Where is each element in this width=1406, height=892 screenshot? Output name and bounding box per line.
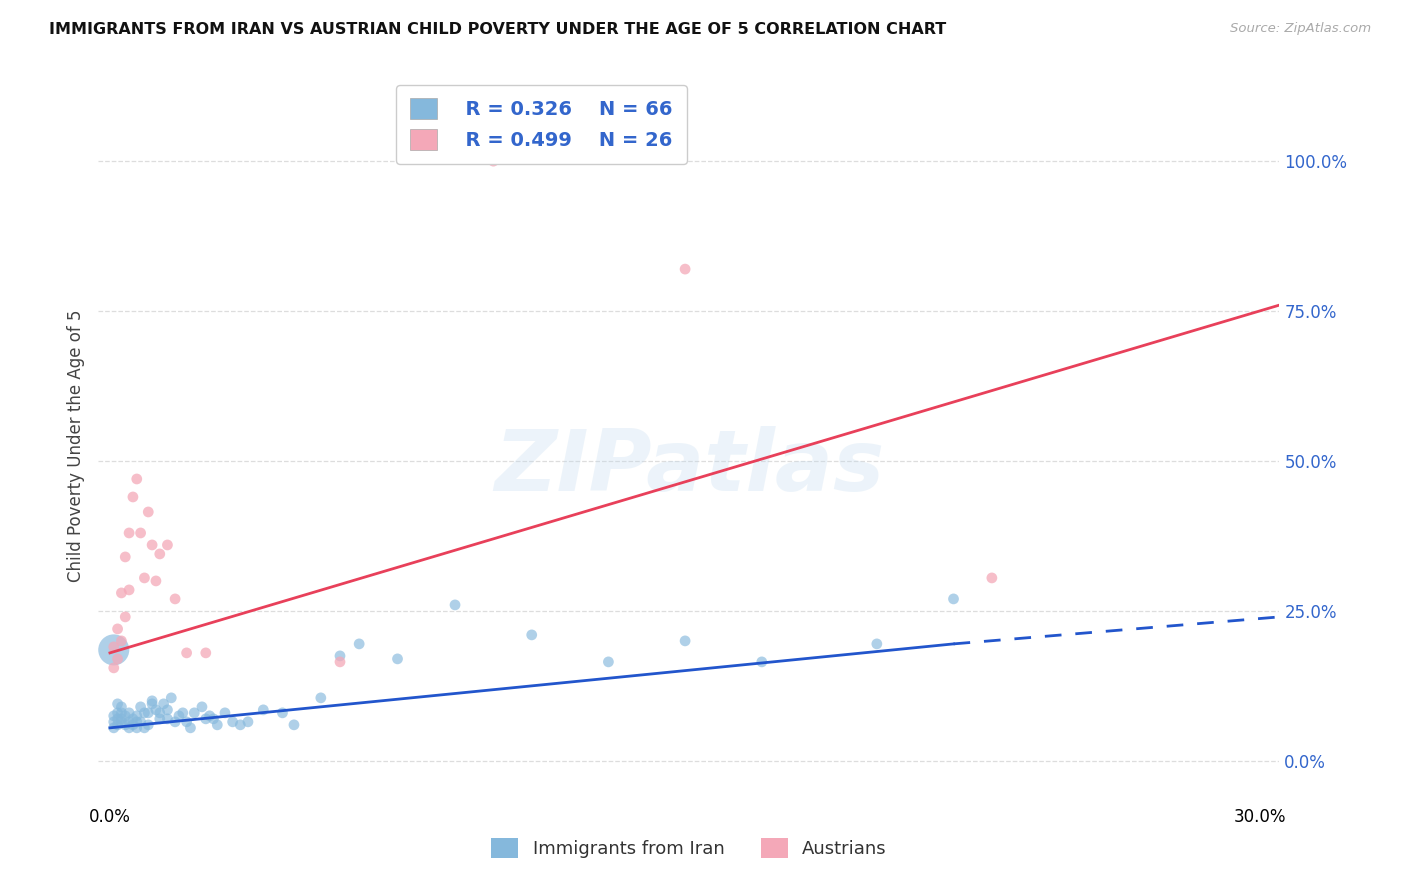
Point [252, 703, 274, 717]
Point [107, 706, 129, 720]
Text: Source: ZipAtlas.com: Source: ZipAtlas.com [1230, 22, 1371, 36]
Point [103, 709, 125, 723]
Point [329, 648, 352, 663]
Text: IMMIGRANTS FROM IRAN VS AUSTRIAN CHILD POVERTY UNDER THE AGE OF 5 CORRELATION CH: IMMIGRANTS FROM IRAN VS AUSTRIAN CHILD P… [49, 22, 946, 37]
Point [107, 652, 129, 666]
Point [198, 709, 221, 723]
Point [866, 637, 889, 651]
Point [122, 718, 145, 732]
Point [156, 712, 179, 726]
Y-axis label: Child Poverty Under the Age of 5: Child Poverty Under the Age of 5 [66, 310, 84, 582]
Point [980, 571, 1002, 585]
Point [149, 706, 172, 720]
Point [110, 714, 132, 729]
Point [236, 714, 259, 729]
Point [107, 718, 129, 732]
Point [110, 633, 132, 648]
Point [176, 714, 198, 729]
Point [221, 714, 243, 729]
Point [165, 591, 187, 606]
Point [271, 706, 294, 720]
Point [107, 622, 129, 636]
Point [141, 538, 163, 552]
Point [103, 640, 125, 654]
Point [482, 154, 505, 169]
Point [751, 655, 773, 669]
Point [134, 571, 156, 585]
Point [114, 718, 136, 732]
Point [122, 712, 145, 726]
Point [347, 637, 370, 651]
Point [114, 610, 136, 624]
Point [387, 652, 409, 666]
Point [103, 643, 125, 657]
Legend: Immigrants from Iran, Austrians: Immigrants from Iran, Austrians [484, 830, 894, 865]
Point [107, 697, 129, 711]
Point [110, 699, 132, 714]
Point [110, 706, 132, 720]
Point [107, 712, 129, 726]
Point [172, 706, 194, 720]
Point [129, 699, 152, 714]
Point [125, 721, 148, 735]
Point [141, 697, 163, 711]
Point [118, 582, 141, 597]
Point [176, 646, 198, 660]
Point [207, 718, 229, 732]
Point [103, 714, 125, 729]
Point [214, 706, 236, 720]
Point [136, 706, 159, 720]
Point [118, 706, 141, 720]
Point [183, 706, 205, 720]
Point [444, 598, 467, 612]
Point [136, 505, 159, 519]
Point [179, 721, 201, 735]
Point [103, 661, 125, 675]
Point [145, 703, 167, 717]
Point [141, 694, 163, 708]
Point [194, 646, 217, 660]
Point [114, 549, 136, 564]
Text: ZIPatlas: ZIPatlas [494, 425, 884, 509]
Point [152, 697, 174, 711]
Point [191, 699, 214, 714]
Point [114, 709, 136, 723]
Point [156, 538, 179, 552]
Point [942, 591, 965, 606]
Point [167, 709, 190, 723]
Point [110, 712, 132, 726]
Point [309, 690, 332, 705]
Point [202, 712, 225, 726]
Point [156, 703, 179, 717]
Point [149, 712, 172, 726]
Point [110, 586, 132, 600]
Point [125, 714, 148, 729]
Point [118, 714, 141, 729]
Point [134, 706, 156, 720]
Point [122, 490, 145, 504]
Point [118, 721, 141, 735]
Point [673, 262, 696, 277]
Point [283, 718, 305, 732]
Point [129, 714, 152, 729]
Point [145, 574, 167, 588]
Point [165, 714, 187, 729]
Point [149, 547, 172, 561]
Point [129, 525, 152, 540]
Point [160, 690, 183, 705]
Point [194, 712, 217, 726]
Point [103, 721, 125, 735]
Point [520, 628, 543, 642]
Point [125, 472, 148, 486]
Point [125, 709, 148, 723]
Point [229, 718, 252, 732]
Point [673, 633, 696, 648]
Point [136, 718, 159, 732]
Point [598, 655, 620, 669]
Point [134, 721, 156, 735]
Point [118, 525, 141, 540]
Point [329, 655, 352, 669]
